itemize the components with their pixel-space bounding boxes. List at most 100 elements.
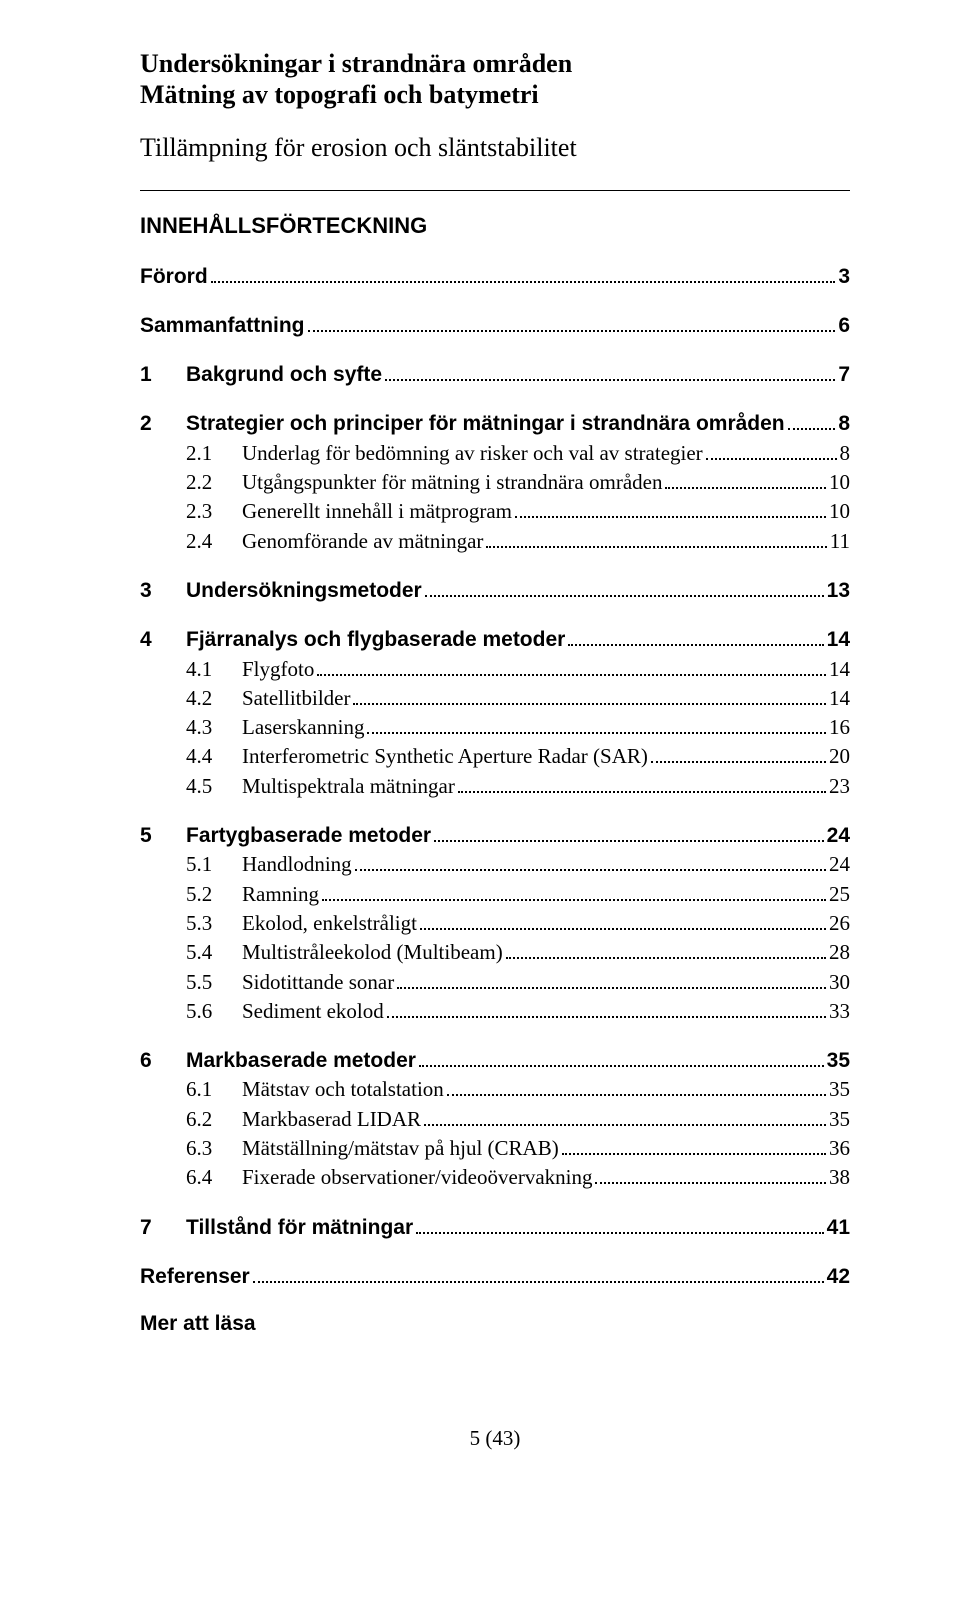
toc-entry-page: 10: [829, 469, 850, 496]
toc-entry-page: 8: [838, 410, 850, 437]
toc-top-entry: 7Tillstånd för mätningar41: [140, 1214, 850, 1241]
toc-entry-page: 28: [829, 939, 850, 966]
toc-leader-dots: [308, 330, 836, 332]
toc-entry-page: 6: [838, 312, 850, 339]
toc-entry-label: Satellitbilder: [242, 685, 350, 712]
toc-leader-dots: [322, 899, 826, 901]
more-to-read: Mer att läsa: [140, 1312, 850, 1336]
toc-entry-label: Fartygbaserade metoder: [186, 822, 431, 849]
toc-entry-label: Mätställning/mätstav på hjul (CRAB): [242, 1135, 559, 1162]
doc-title-line1: Undersökningar i strandnära områden: [140, 48, 850, 79]
toc-leader-dots: [788, 428, 836, 430]
toc-leader-dots: [486, 546, 826, 548]
toc-entry-number: 1: [140, 361, 186, 388]
toc-entry-page: 14: [829, 656, 850, 683]
toc-sub-entry: 6.4Fixerade observationer/videoövervakni…: [140, 1164, 850, 1191]
toc-top-entry: Förord3: [140, 263, 850, 290]
toc-leader-dots: [568, 644, 823, 646]
toc-leader-dots: [397, 987, 826, 989]
toc-sub-entry: 6.1Mätstav och totalstation35: [140, 1076, 850, 1103]
toc-sub-entry: 4.3Laserskanning16: [140, 714, 850, 741]
toc-leader-dots: [515, 516, 826, 518]
toc-leader-dots: [651, 761, 826, 763]
toc-leader-dots: [419, 1065, 824, 1067]
toc-entry-label: Referenser: [140, 1263, 250, 1290]
toc-entry-number: 4.5: [186, 773, 242, 800]
toc-entry-number: 2.1: [186, 440, 242, 467]
toc-entry-label: Multispektrala mätningar: [242, 773, 455, 800]
toc-sub-entry: 5.2Ramning25: [140, 881, 850, 908]
doc-title-line2: Mätning av topografi och batymetri: [140, 79, 850, 110]
toc-entry-number: 2: [140, 410, 186, 437]
doc-subtitle: Tillämpning för erosion och släntstabili…: [140, 132, 850, 163]
toc-sub-entry: 4.1Flygfoto14: [140, 656, 850, 683]
toc-entry-page: 11: [830, 528, 850, 555]
toc-leader-dots: [562, 1153, 826, 1155]
toc-entry-number: 5.4: [186, 939, 242, 966]
toc-leader-dots: [387, 1016, 826, 1018]
toc-leader-dots: [353, 703, 826, 705]
divider: [140, 190, 850, 191]
toc-entry-page: 36: [829, 1135, 850, 1162]
toc-leader-dots: [211, 281, 836, 283]
toc-entry-number: 5: [140, 822, 186, 849]
toc-entry-label: Sidotittande sonar: [242, 969, 394, 996]
toc-sub-entry: 2.3Generellt innehåll i mätprogram 10: [140, 498, 850, 525]
toc-entry-page: 35: [829, 1106, 850, 1133]
toc-entry-number: 3: [140, 577, 186, 604]
toc-entry-label: Generellt innehåll i mätprogram: [242, 498, 512, 525]
toc-entry-number: 6.3: [186, 1135, 242, 1162]
toc-entry-number: 5.5: [186, 969, 242, 996]
toc-entry-page: 20: [829, 743, 850, 770]
toc-entry-label: Utgångspunkter för mätning i strandnära …: [242, 469, 662, 496]
toc-sub-entry: 5.3Ekolod, enkelstråligt26: [140, 910, 850, 937]
toc-heading: INNEHÅLLSFÖRTECKNING: [140, 213, 850, 239]
toc-top-entry: 3Undersökningsmetoder13: [140, 577, 850, 604]
toc-leader-dots: [367, 732, 826, 734]
toc-sub-entry: 5.5Sidotittande sonar30: [140, 969, 850, 996]
toc-top-entry: 5Fartygbaserade metoder24: [140, 822, 850, 849]
toc-leader-dots: [706, 458, 837, 460]
toc-entry-page: 10: [829, 498, 850, 525]
toc-entry-number: 4.1: [186, 656, 242, 683]
toc-entry-number: 2.3: [186, 498, 242, 525]
toc-leader-dots: [416, 1232, 824, 1234]
toc-top-entry: 6Markbaserade metoder35: [140, 1047, 850, 1074]
toc-entry-label: Sediment ekolod: [242, 998, 384, 1025]
toc-top-entry: 2Strategier och principer för mätningar …: [140, 410, 850, 437]
toc-top-entry: 4Fjärranalys och flygbaserade metoder14: [140, 626, 850, 653]
toc-leader-dots: [434, 840, 824, 842]
toc-entry-label: Interferometric Synthetic Aperture Radar…: [242, 743, 648, 770]
toc-entry-page: 24: [829, 851, 850, 878]
toc-entry-label: Tillstånd för mätningar: [186, 1214, 413, 1241]
page-footer: 5 (43): [140, 1426, 850, 1451]
toc-entry-label: Strategier och principer för mätningar i…: [186, 410, 785, 437]
toc-sub-entry: 5.4Multistråleekolod (Multibeam)28: [140, 939, 850, 966]
toc-entry-label: Bakgrund och syfte: [186, 361, 382, 388]
toc-entry-page: 13: [827, 577, 850, 604]
toc-leader-dots: [595, 1182, 826, 1184]
toc-entry-page: 7: [838, 361, 850, 388]
toc-sub-entry: 2.2Utgångspunkter för mätning i strandnä…: [140, 469, 850, 496]
toc-entry-page: 35: [829, 1076, 850, 1103]
toc-leader-dots: [447, 1094, 826, 1096]
toc-leader-dots: [506, 957, 826, 959]
toc-sub-entry: 6.3Mätställning/mätstav på hjul (CRAB) 36: [140, 1135, 850, 1162]
toc-entry-label: Handlodning: [242, 851, 352, 878]
toc-entry-page: 23: [829, 773, 850, 800]
toc-entry-page: 25: [829, 881, 850, 908]
toc-leader-dots: [385, 379, 835, 381]
toc-leader-dots: [424, 1124, 826, 1126]
toc-entry-label: Markbaserad LIDAR: [242, 1106, 421, 1133]
toc-sub-entry: 4.5Multispektrala mätningar 23: [140, 773, 850, 800]
toc-entry-number: 7: [140, 1214, 186, 1241]
toc-entry-number: 6.1: [186, 1076, 242, 1103]
toc-entry-label: Förord: [140, 263, 208, 290]
toc-entry-number: 4.4: [186, 743, 242, 770]
toc-entry-number: 6.4: [186, 1164, 242, 1191]
toc-leader-dots: [317, 674, 826, 676]
page-container: Undersökningar i strandnära områden Mätn…: [0, 0, 960, 1491]
toc-entry-page: 14: [827, 626, 850, 653]
toc-entry-page: 8: [840, 440, 851, 467]
toc-entry-page: 14: [829, 685, 850, 712]
